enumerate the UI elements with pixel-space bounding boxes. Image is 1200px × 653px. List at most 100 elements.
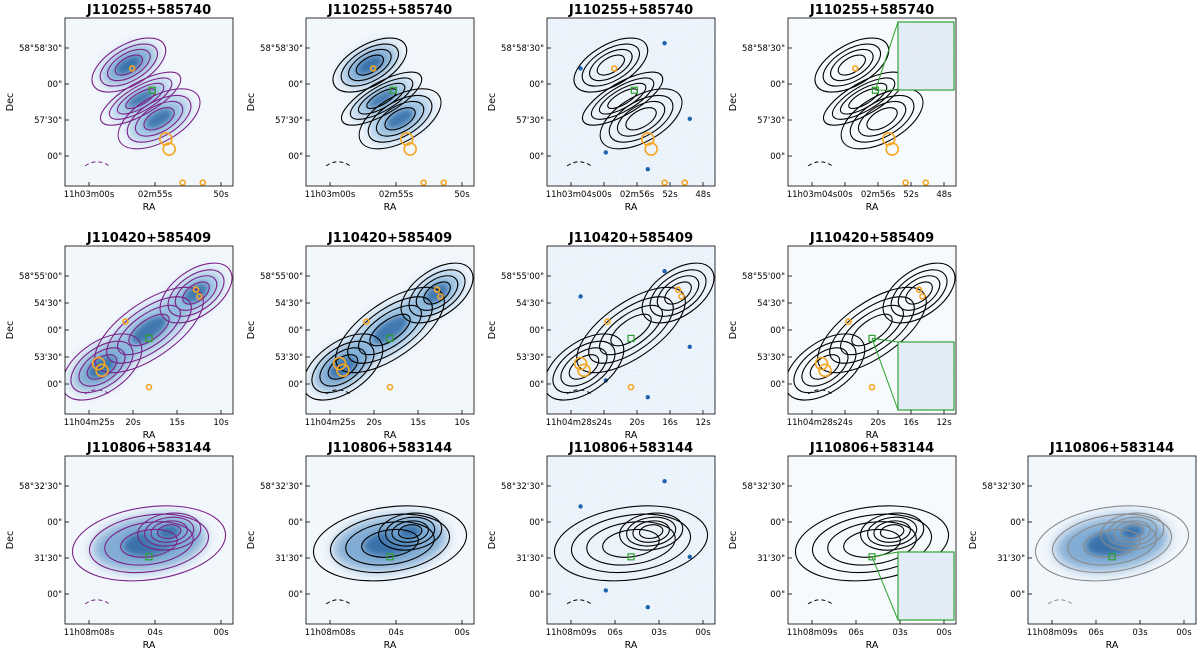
- contour-level-1: [831, 77, 896, 120]
- y-tick-label: 58°58'30": [501, 44, 544, 54]
- x-tick-label: 10s: [454, 418, 470, 428]
- panel-frame: [64, 455, 234, 625]
- y-tick-label: 00": [529, 326, 544, 336]
- x-tick-label: 11h04m25s: [64, 418, 115, 428]
- contour-level-2: [116, 82, 165, 115]
- emission-core: [357, 56, 383, 75]
- contour-level-0: [814, 37, 890, 93]
- emission-core: [425, 283, 450, 304]
- y-tick-label: 00": [47, 590, 62, 600]
- negative-contour: [807, 599, 833, 605]
- orange-contour: [420, 179, 427, 186]
- contour-level-1: [829, 296, 915, 364]
- y-tick-label: 58°32'30": [982, 482, 1025, 492]
- x-tick-label: 11h08m09s: [787, 628, 838, 638]
- contour-level-0: [1100, 512, 1165, 551]
- y-tick-label: 58°58'30": [19, 44, 62, 54]
- x-axis-label: RA: [625, 640, 638, 651]
- contour-level-0: [860, 512, 925, 551]
- host-marker: [389, 86, 397, 94]
- x-tick-label: 03s: [892, 628, 908, 638]
- y-axis-label: Dec: [728, 93, 739, 111]
- orange-contour: [403, 142, 417, 156]
- contour-level-2: [830, 48, 874, 82]
- y-tick-label: 00": [47, 326, 62, 336]
- y-axis-label: Dec: [728, 321, 739, 339]
- panel-frame: [305, 455, 475, 625]
- x-tick-label: 11h08m09s: [1027, 628, 1078, 638]
- contour-level-0: [581, 71, 664, 126]
- y-axis-label: Dec: [728, 531, 739, 549]
- emission-core: [130, 315, 168, 345]
- panel-0-2: J110255+585740 58°58'30" 00" 57'30" 00" 11h03…: [487, 3, 716, 213]
- orange-contour: [196, 293, 203, 300]
- y-tick-label: 00": [529, 380, 544, 390]
- emission-core: [368, 89, 395, 108]
- orange-contour: [440, 179, 448, 186]
- panel-frame: [787, 17, 957, 187]
- y-axis-label: Dec: [5, 531, 16, 549]
- x-tick-label: 02m55s: [138, 190, 173, 200]
- panel-1-1: J110420+585409 58°55'00" 54'30" 00" 53'30" 00…: [246, 231, 475, 441]
- orange-contour: [369, 65, 377, 72]
- orange-contour: [95, 363, 109, 378]
- optical-source: [687, 116, 692, 122]
- y-tick-label: 00": [47, 80, 62, 90]
- x-tick-label: 16s: [903, 418, 919, 428]
- contour-level-1: [408, 269, 466, 317]
- orange-contour: [437, 293, 444, 300]
- orange-contour: [644, 142, 658, 156]
- x-tick-label: 11h04m28s: [546, 418, 597, 428]
- contour-level-2: [586, 521, 676, 566]
- contour-level-2: [656, 275, 700, 311]
- y-tick-label: 00": [47, 380, 62, 390]
- negative-contour: [84, 389, 110, 395]
- panel-0-3: J110255+585740 58°58'30" 00" 57'30" 00" 11h03…: [728, 3, 957, 213]
- y-axis-label: Dec: [5, 93, 16, 111]
- contour-level-3: [143, 107, 175, 131]
- optical-source: [578, 66, 583, 71]
- contour-level-3: [423, 281, 451, 305]
- host-marker: [1108, 553, 1116, 561]
- y-axis-label: Dec: [246, 531, 257, 549]
- y-tick-label: 00": [770, 380, 785, 390]
- panel-image: [65, 456, 233, 624]
- orange-contour: [885, 142, 899, 156]
- x-tick-label: 02m56s: [620, 190, 655, 200]
- y-tick-label: 57'30": [275, 116, 303, 126]
- contour-level-3: [361, 528, 419, 558]
- panel-image: [65, 18, 233, 186]
- contour-level-2: [801, 347, 849, 387]
- x-tick-label: 00s: [695, 628, 711, 638]
- negative-contour: [566, 599, 592, 605]
- y-tick-label: 00": [770, 80, 785, 90]
- x-tick-label: 03s: [1132, 628, 1148, 638]
- contour-level-2: [632, 520, 670, 543]
- x-axis-label: RA: [866, 640, 879, 651]
- orange-contour: [681, 179, 689, 186]
- y-tick-label: 53'30": [516, 353, 544, 363]
- x-tick-label: 24s: [837, 418, 853, 428]
- optical-source: [645, 395, 650, 400]
- optical-source: [603, 378, 608, 383]
- contour-level-2: [616, 100, 666, 137]
- contour-level-0: [332, 37, 408, 93]
- panel-2-0: J110806+583144 58°32'30" 00" 31'30" 00" 11h08…: [5, 441, 234, 651]
- y-tick-label: 00": [47, 518, 62, 528]
- contour-level-1: [1107, 516, 1158, 547]
- contour-level-2: [897, 275, 941, 311]
- orange-contour: [192, 286, 200, 293]
- y-tick-label: 54'30": [757, 299, 785, 309]
- contour-level-0: [358, 88, 442, 150]
- contour-level-0: [91, 37, 167, 93]
- x-tick-label: 00s: [936, 628, 952, 638]
- panel-image: [65, 246, 233, 414]
- x-tick-label: 11h04m28s: [787, 418, 838, 428]
- contour-level-0: [840, 88, 924, 150]
- emission-core: [116, 56, 142, 75]
- x-tick-label: 11h04m25s: [305, 418, 356, 428]
- contour-level-2: [589, 48, 633, 82]
- panel-2-2: J110806+583144 58°32'30" 00" 31'30" 00" 11h08…: [487, 441, 716, 651]
- y-tick-label: 31'30": [757, 554, 785, 564]
- optical-source: [662, 41, 667, 46]
